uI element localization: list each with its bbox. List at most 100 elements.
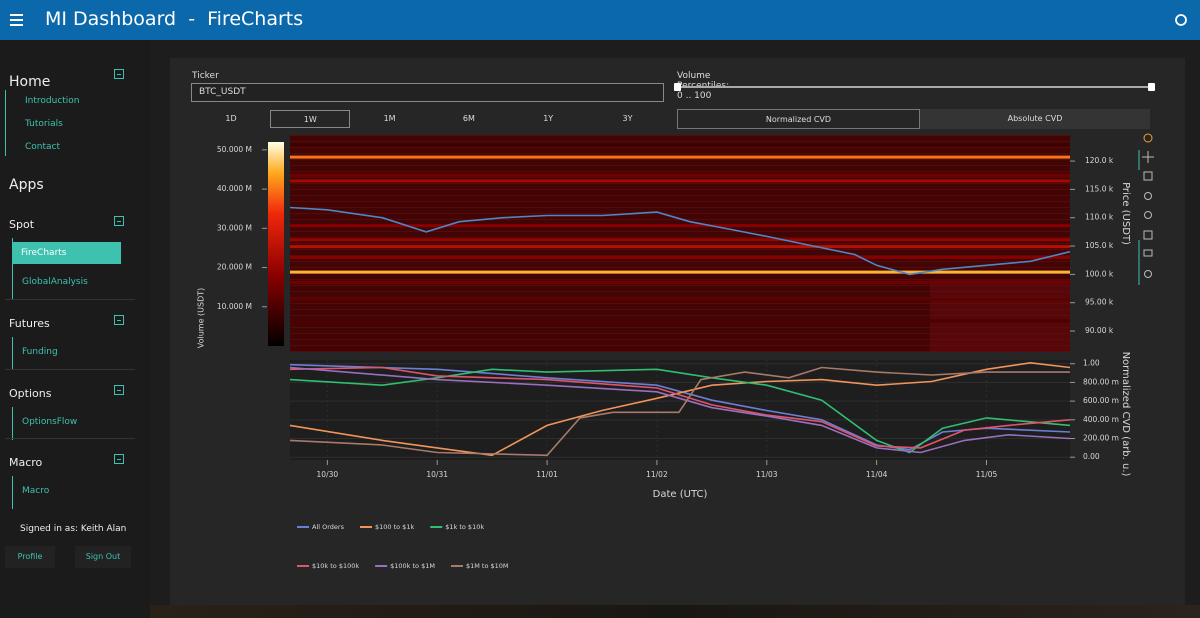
heatmap-band [290,319,1070,323]
y-tick-label: 1.00 [1083,359,1100,368]
zoom-icon[interactable] [1143,171,1153,181]
apps-title: Apps [9,177,44,193]
nav-link[interactable]: GlobalAnalysis [22,277,88,287]
nav-link[interactable]: Funding [22,347,58,357]
range-button[interactable]: 1D [225,114,237,123]
section-title: Futures [9,317,50,330]
x-tick-label: 11/01 [536,470,558,479]
status-icon[interactable] [1174,13,1188,27]
mode-button[interactable]: Normalized CVD [677,109,920,129]
range-button[interactable]: 1W [270,110,351,128]
signed-in-user: Signed in as: Keith Alan [20,524,127,534]
modebar [1138,133,1154,285]
nav-link[interactable]: Macro [22,486,50,496]
heatmap-band [290,179,1070,183]
download-icon[interactable] [1143,230,1153,240]
collapse-button[interactable] [114,315,124,325]
pan-icon[interactable] [1142,151,1154,163]
logo-icon[interactable] [1143,133,1153,143]
y-axis-title: Normalized CVD (arb. u.) [1120,352,1131,477]
x-tick-label: 11/03 [756,470,778,479]
cvd-line [289,363,1071,451]
slider-handle[interactable] [1148,83,1155,91]
heatmap-band [290,245,1070,249]
x-tick-label: 11/02 [646,470,668,479]
y-tick-label: 200.00 m [1083,434,1119,443]
zoom-in-icon[interactable] [1144,192,1152,200]
heatmap-band [290,270,1070,274]
y-tick-label: 110.0 k [1085,213,1114,222]
section-title: Options [9,387,52,400]
menu-icon[interactable] [10,13,24,27]
range-button[interactable]: 3Y [622,114,633,123]
collapse-button[interactable] [114,216,124,226]
heatmap-band [290,255,1070,259]
x-tick-label: 11/05 [976,470,998,479]
legend-label: $1k to $10k [445,523,484,531]
heatmap-band [290,155,1070,159]
colorbar-tick-label: 50.000 M [217,145,252,154]
section-rail [12,238,13,300]
x-tick-label: 11/04 [866,470,888,479]
slider-track[interactable] [678,86,1152,88]
heatmap-band [290,143,1070,147]
cvd-line [289,366,1071,454]
reset-icon[interactable] [1143,249,1153,257]
legend-label: $100 to $1k [375,523,414,531]
collapse-button[interactable] [114,69,124,79]
nav-link[interactable]: Tutorials [25,119,63,129]
y-tick-label: 600.00 m [1083,396,1119,405]
colorbar-tick-label: 40.000 M [217,184,252,193]
legend-label: $10k to $100k [312,562,359,570]
slider-handle[interactable] [674,83,681,91]
section-rail [12,407,13,440]
y-tick-label: 105.0 k [1085,241,1114,250]
heatmap-band [290,280,1070,284]
legend-label: $1M to $10M [466,562,509,570]
nav-link[interactable]: Contact [25,142,61,152]
collapse-button[interactable] [114,454,124,464]
heatmap-band [290,238,1070,242]
app-title: MI Dashboard - FireCharts [45,8,304,30]
separator [5,369,135,370]
zoom-out-icon[interactable] [1144,211,1152,219]
colorbar-title: Volume (USDT) [197,288,206,349]
autoscale-icon[interactable] [1144,270,1152,278]
collapse-button[interactable] [114,385,124,395]
ticker-input[interactable]: BTC_USDT [191,83,664,102]
colorbar-tick-label: 30.000 M [217,223,252,232]
separator [5,299,135,300]
section-title: Spot [9,218,35,231]
mode-button[interactable]: Absolute CVD [920,109,1150,129]
nav-link[interactable]: Introduction [25,96,80,106]
y-tick-label: 100.0 k [1085,269,1114,278]
heatmap-shade [930,280,1070,352]
x-tick-label: 10/31 [426,470,448,479]
footer-strip [150,605,1200,618]
section-rail [5,90,6,156]
section-title: Home [9,74,51,90]
header: MI Dashboard - FireCharts [0,0,1200,40]
colorbar [268,142,284,346]
section-title: Macro [9,456,43,469]
range-button[interactable]: 1Y [543,114,554,123]
heatmap-band [290,224,1070,228]
x-axis-title: Date (UTC) [653,489,708,500]
range-button[interactable]: 6M [462,114,475,123]
price-line [289,206,1071,276]
y-tick-label: 800.00 m [1083,377,1119,386]
ticker-label: Ticker [192,71,219,81]
sidebar-button[interactable]: Sign Out [75,546,131,568]
nav-link-active[interactable]: FireCharts [13,242,121,264]
colorbar-tick-label: 10.000 M [217,302,252,311]
legend-label: All Orders [312,523,345,531]
nav-link[interactable]: OptionsFlow [22,417,78,427]
sidebar-button[interactable]: Profile [5,546,55,568]
range-button[interactable]: 1M [383,114,396,123]
x-tick-label: 10/30 [317,470,339,479]
colorbar-tick-label: 20.000 M [217,263,252,272]
y-tick-label: 400.00 m [1083,415,1119,424]
separator [5,438,135,439]
